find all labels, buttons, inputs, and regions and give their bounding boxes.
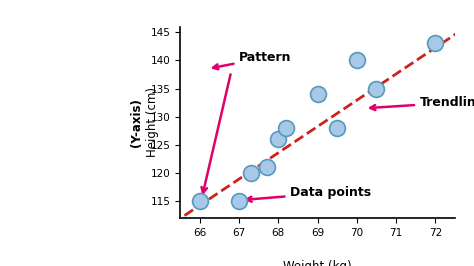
Point <box>274 137 282 142</box>
Text: Height (cm): Height (cm) <box>146 87 159 157</box>
Point <box>235 199 243 203</box>
Point <box>314 92 321 96</box>
Text: Data points: Data points <box>246 186 371 202</box>
Point <box>333 126 341 130</box>
Text: Trendline: Trendline <box>370 96 474 110</box>
Point <box>196 199 203 203</box>
Text: (Y-axis): (Y-axis) <box>129 98 143 147</box>
Point <box>263 165 270 169</box>
Text: Weight (kg): Weight (kg) <box>283 260 352 266</box>
Point <box>353 58 361 63</box>
Point <box>373 86 380 91</box>
Text: Pattern: Pattern <box>213 51 292 69</box>
Point <box>247 171 255 175</box>
Point <box>283 126 290 130</box>
Point <box>432 41 439 46</box>
